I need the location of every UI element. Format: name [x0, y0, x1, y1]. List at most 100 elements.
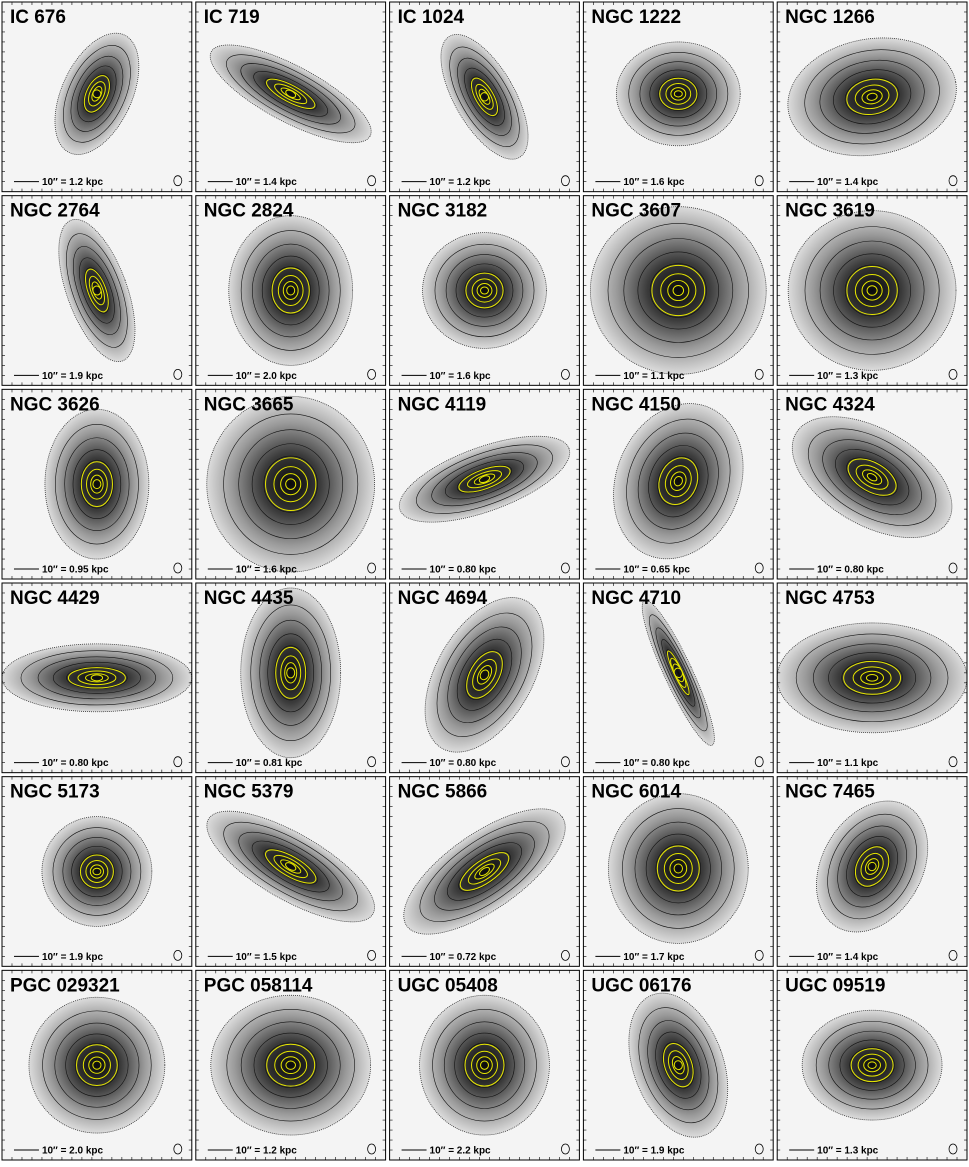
optical-contour: [52, 661, 141, 694]
optical-contour: [447, 842, 522, 901]
co-contour: [286, 667, 296, 679]
galaxy: [403, 808, 566, 935]
panel: NGC 4324 10″ = 0.80 kpc: [776, 388, 968, 580]
panel: PGC 029321 10″ = 2.0 kpc: [1, 969, 193, 1161]
optical-contour: [464, 67, 505, 126]
co-contour: [480, 286, 489, 295]
optical-contour: [436, 612, 533, 737]
galaxy-name: NGC 7465: [785, 782, 875, 803]
optical-contour: [839, 1039, 905, 1091]
galaxy-halo: [28, 996, 166, 1134]
galaxy-name: IC 1024: [398, 7, 465, 28]
beam: [561, 368, 570, 380]
galaxy-halo: [206, 395, 376, 573]
galaxy-name: NGC 5866: [398, 782, 488, 803]
co-contour: [80, 461, 113, 508]
galaxy-halo: [419, 994, 550, 1136]
co-contour: [866, 92, 878, 101]
galaxy-name: NGC 3607: [591, 201, 681, 222]
optical-contour: [54, 1022, 140, 1108]
galaxy-halo: [628, 992, 729, 1138]
co-contour: [651, 264, 706, 317]
beam: [948, 756, 958, 768]
optical-contour: [837, 825, 907, 908]
co-contour: [864, 858, 880, 875]
galaxy: [607, 793, 749, 944]
optical-contour: [55, 423, 139, 545]
co-contour: [458, 465, 511, 493]
panel: NGC 1266 10″ = 1.4 kpc: [776, 1, 968, 193]
galaxy-name: IC 676: [10, 7, 66, 28]
galaxy-name: NGC 2824: [204, 201, 294, 222]
galaxy: [240, 587, 342, 759]
galaxy-name: NGC 4435: [204, 588, 294, 609]
galaxy: [613, 403, 744, 560]
galaxy-name: NGC 6014: [591, 782, 681, 803]
co-contour: [459, 852, 510, 891]
scale-label: 10″ = 1.9 kpc: [42, 952, 104, 963]
optical-contour: [42, 1010, 152, 1120]
galaxy-name: NGC 4710: [591, 588, 681, 609]
scale-label: 10″ = 0.95 kpc: [42, 565, 109, 576]
co-contour: [265, 457, 317, 512]
scale-label: 10″ = 0.80 kpc: [817, 565, 884, 576]
galaxy-name: NGC 5379: [204, 782, 294, 803]
scale-label: 10″ = 1.5 kpc: [236, 952, 298, 963]
optical-contour: [432, 1008, 537, 1122]
optical-contour: [807, 428, 937, 526]
scale-label: 10″ = 1.9 kpc: [623, 1146, 685, 1157]
optical-contour: [84, 267, 110, 314]
scale-label: 10″ = 1.4 kpc: [817, 177, 879, 188]
co-contour: [466, 470, 503, 489]
optical-contour: [657, 456, 700, 507]
optical-contour: [849, 1047, 895, 1084]
galaxy-halo: [589, 206, 767, 375]
scale-label: 10″ = 1.4 kpc: [817, 952, 879, 963]
scale-label: 10″ = 1.2 kpc: [430, 177, 492, 188]
optical-contour: [463, 1042, 506, 1088]
optical-contour: [649, 614, 708, 732]
galaxy: [44, 408, 150, 560]
co-contour: [672, 284, 685, 297]
panel-frame: [776, 776, 968, 967]
galaxy-name: NGC 4694: [398, 588, 488, 609]
panel: NGC 4694 10″ = 0.80 kpc: [389, 582, 580, 774]
optical-contour: [662, 1041, 695, 1089]
panel: NGC 4435 10″ = 0.81 kpc: [195, 582, 387, 774]
optical-contour: [223, 413, 359, 555]
co-contour: [67, 667, 126, 689]
beam: [561, 1143, 570, 1155]
optical-contour: [637, 432, 719, 530]
co-contour: [83, 75, 110, 113]
co-contour: [866, 472, 878, 482]
panel-frame: [776, 582, 968, 774]
co-contour: [88, 81, 106, 107]
beam: [948, 949, 958, 961]
optical-contour: [259, 619, 322, 726]
optical-contour: [419, 821, 550, 922]
beam: [173, 368, 183, 380]
beam: [173, 949, 183, 961]
scale-label: 10″ = 0.65 kpc: [623, 565, 690, 576]
co-contour: [667, 1050, 689, 1081]
galaxy: [589, 206, 767, 375]
co-contour: [92, 1060, 102, 1070]
panel: PGC 058114 10″ = 1.2 kpc: [195, 969, 387, 1161]
galaxy-name: NGC 4753: [785, 588, 875, 609]
galaxy: [776, 622, 968, 734]
co-contour: [273, 466, 308, 503]
scale-label: 10″ = 1.1 kpc: [817, 758, 879, 769]
optical-contour: [251, 840, 330, 893]
galaxy: [209, 44, 372, 144]
panel-frame: [582, 1, 774, 193]
co-contour: [472, 658, 497, 691]
panel-frame: [582, 195, 774, 386]
optical-contour: [79, 459, 114, 509]
panel-frame: [389, 969, 580, 1161]
co-contour: [854, 846, 890, 887]
galaxy-name: PGC 058114: [204, 975, 313, 996]
co-contour: [471, 278, 498, 303]
scale-label: 10″ = 1.1 kpc: [623, 371, 685, 382]
panel-frame: [1, 195, 193, 386]
